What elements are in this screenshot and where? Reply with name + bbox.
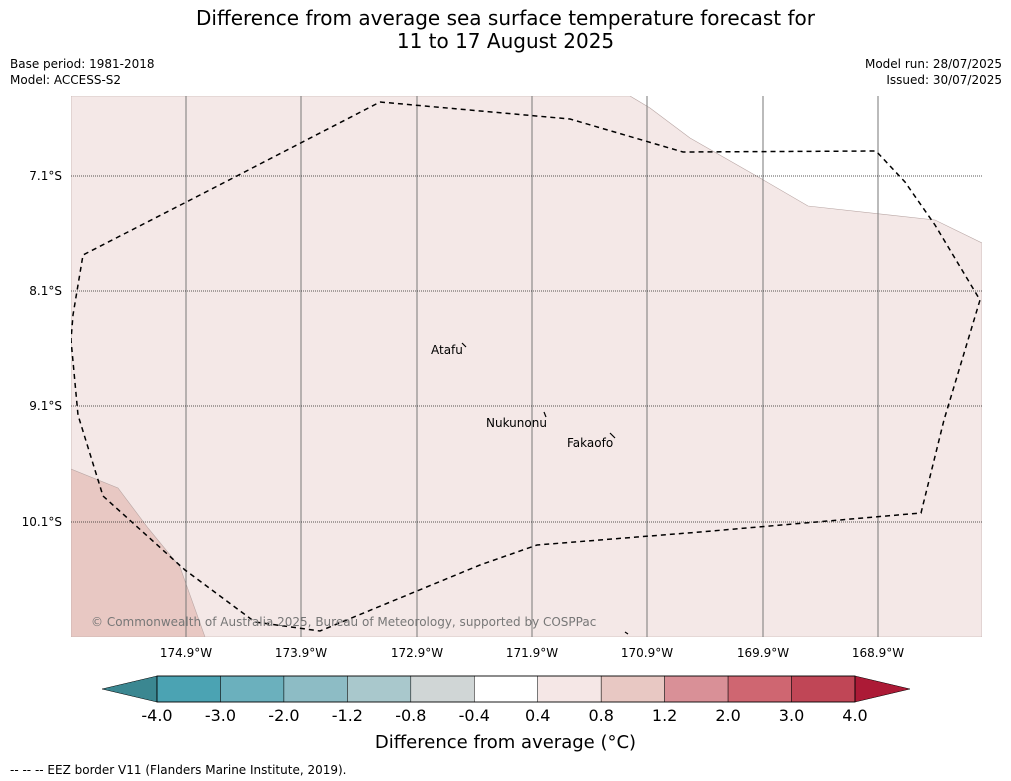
lon-label-174-9w: 174.9°W: [159, 646, 213, 660]
atafu-island: [461, 342, 467, 348]
colorbar-cell: [220, 675, 285, 703]
colorbar: [101, 675, 911, 703]
colorbar-cell: [727, 675, 792, 703]
colorbar-over-arrow: [854, 675, 911, 703]
fakaofo-island: [609, 432, 616, 439]
colorbar-tick-label: 1.2: [651, 706, 678, 725]
place-label-nukunonu: Nukunonu: [486, 416, 547, 430]
colorbar-cell: [600, 675, 665, 703]
eez-border: [71, 101, 981, 632]
base-period: Base period: 1981-2018: [10, 57, 155, 71]
colorbar-cell: [537, 675, 602, 703]
issued-date: Issued: 30/07/2025: [886, 73, 1002, 87]
colorbar-cell: [664, 675, 729, 703]
lat-label-10-1s: 10.1°S: [21, 515, 62, 529]
colorbar-cell: [410, 675, 475, 703]
colorbar-tick-label: 4.0: [842, 706, 868, 725]
colorbar-cell: [156, 675, 221, 703]
colorbar-tick-label: -3.0: [204, 706, 237, 725]
lon-label-172-9w: 172.9°W: [390, 646, 444, 660]
colorbar-tick-label: -4.0: [141, 706, 173, 725]
eez-legend-footer: -- -- -- EEZ border V11 (Flanders Marine…: [10, 763, 347, 777]
colorbar-tick-label: -2.0: [268, 706, 300, 725]
lon-label-170-9w: 170.9°W: [620, 646, 674, 660]
model-name: Model: ACCESS-S2: [10, 73, 122, 87]
place-label-fakaofo: Fakaofo: [567, 436, 613, 450]
title-line-2: 11 to 17 August 2025: [396, 29, 615, 53]
model-run: Model run: 28/07/2025: [864, 57, 1002, 71]
lon-label-171-9w: 171.9°W: [505, 646, 559, 660]
lat-label-7-1s: 7.1°S: [29, 169, 62, 183]
colorbar-cell: [283, 675, 348, 703]
colorbar-title: Difference from average (°C): [374, 732, 637, 753]
lon-label-173-9w: 173.9°W: [274, 646, 328, 660]
anomaly-region-main: [71, 96, 982, 637]
lat-label-8-1s: 8.1°S: [29, 284, 62, 298]
colorbar-cell: [347, 675, 412, 703]
nukunonu-island: [543, 411, 547, 418]
place-label-atafu: Atafu: [431, 343, 463, 357]
lat-label-9-1s: 9.1°S: [29, 399, 62, 413]
colorbar-tick-label: -0.8: [395, 706, 427, 725]
anomaly-region-warm: [71, 468, 206, 637]
colorbar-tick-label: -0.4: [458, 706, 490, 725]
small-island: [624, 631, 629, 635]
colorbar-under-arrow: [101, 675, 158, 703]
colorbar-tick-label: 0.8: [588, 706, 614, 725]
title-line-1: Difference from average sea surface temp…: [195, 6, 815, 30]
colorbar-tick-label: 0.4: [524, 706, 551, 725]
lon-label-169-9w: 169.9°W: [736, 646, 790, 660]
colorbar-tick-label: 2.0: [715, 706, 741, 725]
colorbar-tick-label: -1.2: [331, 706, 363, 725]
colorbar-cell: [791, 675, 856, 703]
colorbar-tick-label: 3.0: [778, 706, 805, 725]
lon-label-168-9w: 168.9°W: [851, 646, 905, 660]
copyright-watermark: © Commonwealth of Australia 2025, Bureau…: [91, 615, 596, 629]
colorbar-cell: [474, 675, 538, 703]
